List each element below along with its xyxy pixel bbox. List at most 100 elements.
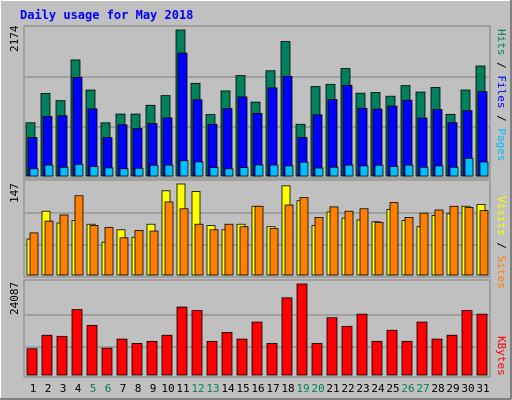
sites-bar — [314, 217, 324, 276]
legend-visits: Visits — [495, 196, 508, 236]
kbytes-bar — [176, 306, 188, 376]
legend-sep-3: / — [495, 236, 508, 256]
files-bar — [282, 76, 293, 177]
kbytes-bar — [266, 343, 278, 376]
day-tick-label: 8 — [135, 382, 142, 395]
sites-bar — [374, 221, 384, 276]
files-bar — [327, 99, 338, 177]
day-tick-label: 5 — [90, 382, 97, 395]
kbytes-bar — [416, 321, 428, 376]
pages-bar — [239, 167, 249, 177]
day-tick-label: 15 — [236, 382, 249, 395]
files-bar — [177, 52, 188, 177]
day-tick-label: 23 — [356, 382, 369, 395]
day-tick-label: 20 — [311, 382, 324, 395]
kbytes-bar — [446, 334, 458, 376]
pages-bar — [254, 164, 264, 177]
kbytes-bar — [116, 338, 128, 376]
sites-bar — [209, 229, 219, 276]
pages-bar — [29, 168, 39, 177]
kbytes-bar — [341, 325, 353, 376]
sites-bar — [269, 228, 279, 276]
files-bar — [237, 96, 248, 177]
files-bar — [402, 99, 413, 177]
day-tick-label: 1 — [30, 382, 37, 395]
kbytes-bar — [206, 340, 218, 376]
pages-bar — [134, 167, 144, 177]
day-tick-label: 12 — [191, 382, 204, 395]
visits-side-legend: Visits / Sites — [495, 196, 508, 289]
pages-bar — [269, 164, 279, 177]
kbytes-bar — [356, 313, 368, 376]
sites-bar — [464, 207, 474, 276]
legend-files: Files — [495, 75, 508, 108]
visits-ymax-label: 147 — [8, 183, 21, 203]
pages-bar — [374, 164, 384, 177]
pages-bar — [479, 161, 489, 177]
pages-bar — [329, 166, 339, 177]
day-tick-label: 19 — [296, 382, 309, 395]
sites-bar — [179, 208, 189, 276]
sites-bar — [479, 210, 489, 276]
kbytes-bar — [71, 309, 83, 376]
sites-bar — [44, 220, 54, 276]
pages-bar — [389, 166, 399, 177]
day-tick-label: 13 — [206, 382, 219, 395]
kbytes-bar — [86, 324, 98, 376]
pages-bar — [419, 166, 429, 177]
day-tick-label: 26 — [401, 382, 414, 395]
kbytes-bar — [26, 348, 38, 376]
sites-bar — [239, 226, 249, 276]
sites-bar — [359, 208, 369, 276]
sites-bar — [74, 195, 84, 276]
day-tick-label: 14 — [221, 382, 235, 395]
day-tick-label: 7 — [120, 382, 127, 395]
files-bar — [387, 105, 398, 177]
day-tick-label: 24 — [371, 382, 385, 395]
sites-bar — [149, 230, 159, 276]
day-tick-label: 3 — [60, 382, 67, 395]
kbytes-bar — [476, 313, 488, 376]
files-bar — [312, 114, 323, 177]
pages-bar — [209, 167, 219, 177]
pages-bar — [59, 166, 69, 177]
day-tick-label: 11 — [176, 382, 189, 395]
sites-bar — [164, 201, 174, 276]
legend-sites: Sites — [495, 256, 508, 289]
pages-bar — [119, 168, 129, 177]
pages-bar — [74, 163, 84, 177]
sites-bar — [284, 204, 294, 276]
kbytes-bar — [401, 340, 413, 376]
hits-side-legend: Hits / Files / Pages — [495, 29, 508, 162]
pages-bar — [104, 167, 114, 177]
pages-bar — [44, 164, 54, 177]
sites-bar — [419, 212, 429, 276]
day-tick-label: 2 — [45, 382, 52, 395]
pages-bar — [149, 164, 159, 177]
sites-bar — [224, 223, 234, 276]
sites-bar — [404, 217, 414, 276]
pages-bar — [314, 167, 324, 177]
files-bar — [342, 84, 353, 177]
kbytes-bar — [146, 340, 158, 376]
hits-ymax-label: 2174 — [8, 25, 21, 52]
sites-bar — [329, 206, 339, 276]
pages-bar — [449, 166, 459, 177]
kbytes-bar — [386, 329, 398, 376]
day-tick-label: 9 — [150, 382, 157, 395]
kbytes-bar — [131, 343, 143, 376]
files-bar — [267, 87, 278, 177]
pages-bar — [464, 157, 474, 177]
files-bar — [117, 124, 128, 177]
files-bar — [87, 108, 98, 177]
sites-bar — [254, 205, 264, 276]
day-tick-label: 10 — [161, 382, 174, 395]
pages-bar — [284, 165, 294, 177]
kbytes-bar — [161, 334, 173, 376]
sites-bar — [119, 237, 129, 276]
kbytes-bar — [326, 317, 338, 376]
legend-kbytes: KBytes — [495, 336, 508, 376]
kbytes-bar — [101, 347, 113, 376]
kbytes-bar — [296, 283, 308, 376]
